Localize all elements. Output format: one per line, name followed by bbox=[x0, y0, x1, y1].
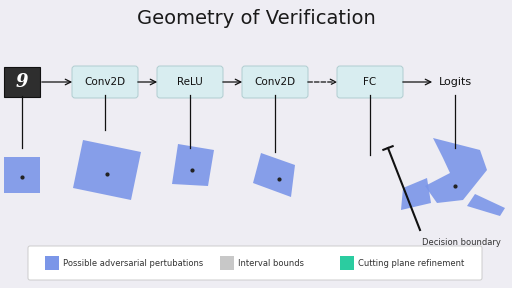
FancyBboxPatch shape bbox=[340, 256, 354, 270]
FancyBboxPatch shape bbox=[45, 256, 59, 270]
Text: Possible adversarial pertubations: Possible adversarial pertubations bbox=[63, 259, 203, 268]
Polygon shape bbox=[73, 140, 141, 200]
Polygon shape bbox=[172, 144, 214, 186]
FancyBboxPatch shape bbox=[220, 256, 234, 270]
FancyBboxPatch shape bbox=[72, 66, 138, 98]
Text: ReLU: ReLU bbox=[177, 77, 203, 87]
Polygon shape bbox=[253, 153, 295, 197]
Text: Cutting plane refinement: Cutting plane refinement bbox=[358, 259, 464, 268]
FancyBboxPatch shape bbox=[337, 66, 403, 98]
Text: FC: FC bbox=[364, 77, 377, 87]
Text: Interval bounds: Interval bounds bbox=[238, 259, 304, 268]
FancyBboxPatch shape bbox=[28, 246, 482, 280]
Text: Conv2D: Conv2D bbox=[254, 77, 295, 87]
Polygon shape bbox=[401, 178, 431, 210]
Text: 9: 9 bbox=[16, 73, 28, 91]
Text: Logits: Logits bbox=[438, 77, 472, 87]
Text: Conv2D: Conv2D bbox=[84, 77, 125, 87]
FancyBboxPatch shape bbox=[157, 66, 223, 98]
Text: Geometry of Verification: Geometry of Verification bbox=[137, 9, 375, 27]
Polygon shape bbox=[467, 194, 505, 216]
Text: Decision boundary: Decision boundary bbox=[422, 238, 501, 247]
Polygon shape bbox=[425, 138, 487, 203]
FancyBboxPatch shape bbox=[4, 67, 40, 97]
Polygon shape bbox=[4, 157, 40, 193]
FancyBboxPatch shape bbox=[242, 66, 308, 98]
